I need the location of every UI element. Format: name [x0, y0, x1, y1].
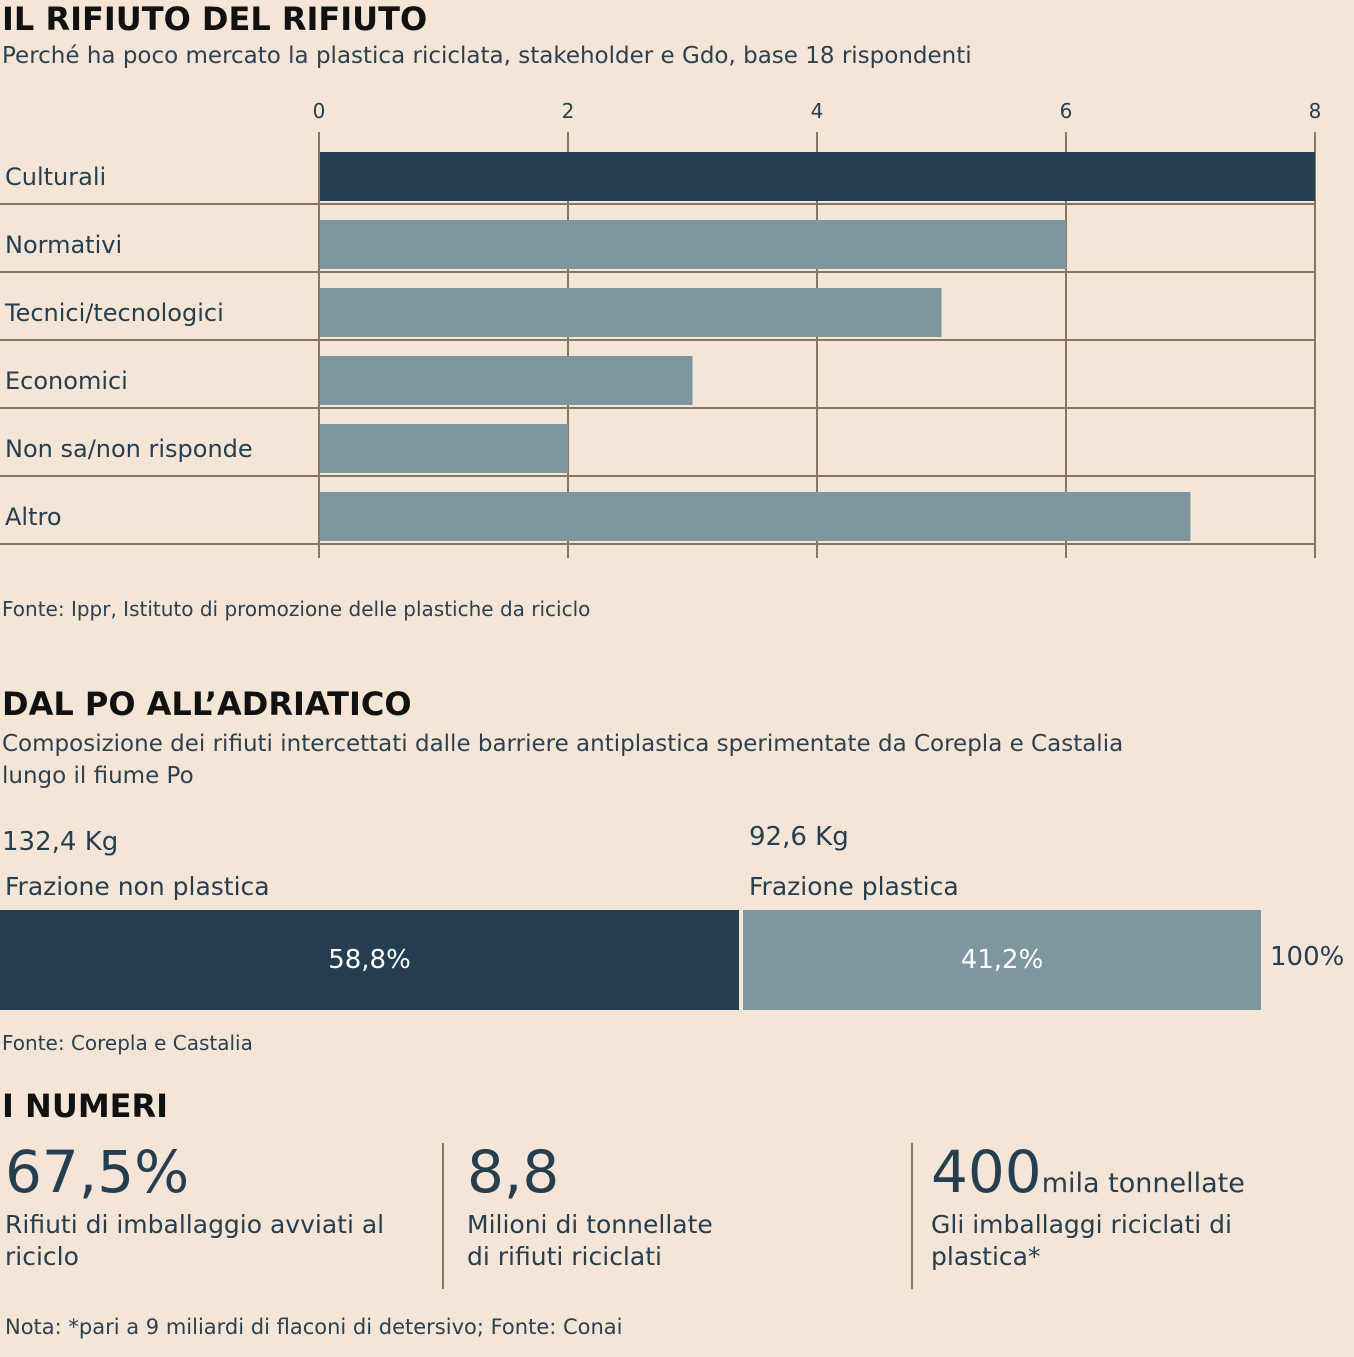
plastic-label: Frazione plastica — [749, 872, 959, 901]
x-tick-label: 4 — [811, 99, 824, 123]
stat-recycled-packaging: 67,5% — [5, 1138, 189, 1206]
plastic-segment: 41,2% — [743, 910, 1261, 1010]
stat-description-line: Milioni di tonnellate — [467, 1210, 713, 1239]
category-label: Altro — [5, 503, 62, 531]
category-label: Tecnici/tecnologici — [4, 299, 224, 327]
chart2-source: Fonte: Corepla e Castalia — [2, 1031, 253, 1055]
stat-description: Milioni di tonnellate di rifiuti ricicla… — [467, 1209, 713, 1273]
bar — [320, 424, 568, 473]
x-tick-label: 2 — [562, 99, 575, 123]
nonplastic-weight: 132,4 Kg — [2, 827, 119, 857]
chart2-subtitle-line2: lungo il fiume Po — [2, 763, 194, 789]
stat-value: 8,8 — [467, 1138, 560, 1206]
nonplastic-label: Frazione non plastica — [5, 872, 270, 901]
chart-bars — [320, 152, 1315, 541]
stat-recycled-tonnes: 8,8 — [467, 1138, 559, 1206]
bar — [320, 492, 1191, 541]
total-label: 100% — [1270, 942, 1345, 972]
bar — [320, 288, 942, 337]
stat-description-line: riciclo — [5, 1242, 79, 1271]
plastic-percent: 41,2% — [960, 945, 1044, 975]
stat-description: Rifiuti di imballaggio avviati al ricicl… — [5, 1209, 384, 1273]
stat-description-line: di rifiuti riciclati — [467, 1242, 662, 1271]
chart2-title: DAL PO ALL’ADRIATICO — [2, 685, 412, 723]
stat-description-line: Rifiuti di imballaggio avviati al — [5, 1210, 385, 1239]
category-label: Non sa/non risponde — [5, 435, 253, 463]
x-tick-label: 0 — [313, 99, 326, 123]
bar — [320, 152, 1315, 201]
divider — [442, 1143, 444, 1289]
numbers-note: Nota: *pari a 9 miliardi di flaconi di d… — [5, 1315, 623, 1339]
chart-gridlines — [0, 132, 1316, 558]
chart1-title: IL RIFIUTO DEL RIFIUTO — [2, 0, 428, 38]
stat-value: 67,5% — [5, 1138, 190, 1206]
nonplastic-segment: 58,8% — [0, 910, 739, 1010]
chart2-subtitle-line1: Composizione dei rifiuti intercettati da… — [2, 731, 1124, 757]
stat-plastic-packaging: 400mila tonnellate — [931, 1138, 1245, 1206]
chart1-subtitle: Perché ha poco mercato la plastica ricic… — [2, 43, 972, 69]
bar — [320, 356, 693, 405]
bar — [320, 220, 1066, 269]
category-label: Normativi — [5, 231, 122, 259]
plastic-weight: 92,6 Kg — [749, 822, 849, 852]
chart1-source: Fonte: Ippr, Istituto di promozione dell… — [2, 597, 591, 621]
nonplastic-percent: 58,8% — [328, 945, 411, 975]
stat-description: Gli imballaggi riciclati di plastica* — [931, 1209, 1232, 1273]
stat-unit: mila tonnellate — [1041, 1168, 1245, 1199]
numbers-title: I NUMERI — [2, 1087, 169, 1125]
x-tick-label: 6 — [1060, 99, 1073, 123]
stat-description-line: Gli imballaggi riciclati di — [931, 1210, 1232, 1239]
divider — [911, 1143, 913, 1289]
stat-value: 400 — [931, 1138, 1042, 1206]
stat-description-line: plastica* — [931, 1242, 1041, 1271]
x-axis-ticks: 0 2 4 6 8 — [313, 99, 1322, 123]
bar-chart: 0 2 4 6 8 Culturali Normativi Tecnici/tecnolog… — [0, 99, 1322, 558]
category-label: Culturali — [5, 163, 106, 191]
category-label: Economici — [5, 367, 128, 395]
x-tick-label: 8 — [1309, 99, 1322, 123]
category-labels: Culturali Normativi Tecnici/tecnologici Eco… — [4, 163, 253, 531]
